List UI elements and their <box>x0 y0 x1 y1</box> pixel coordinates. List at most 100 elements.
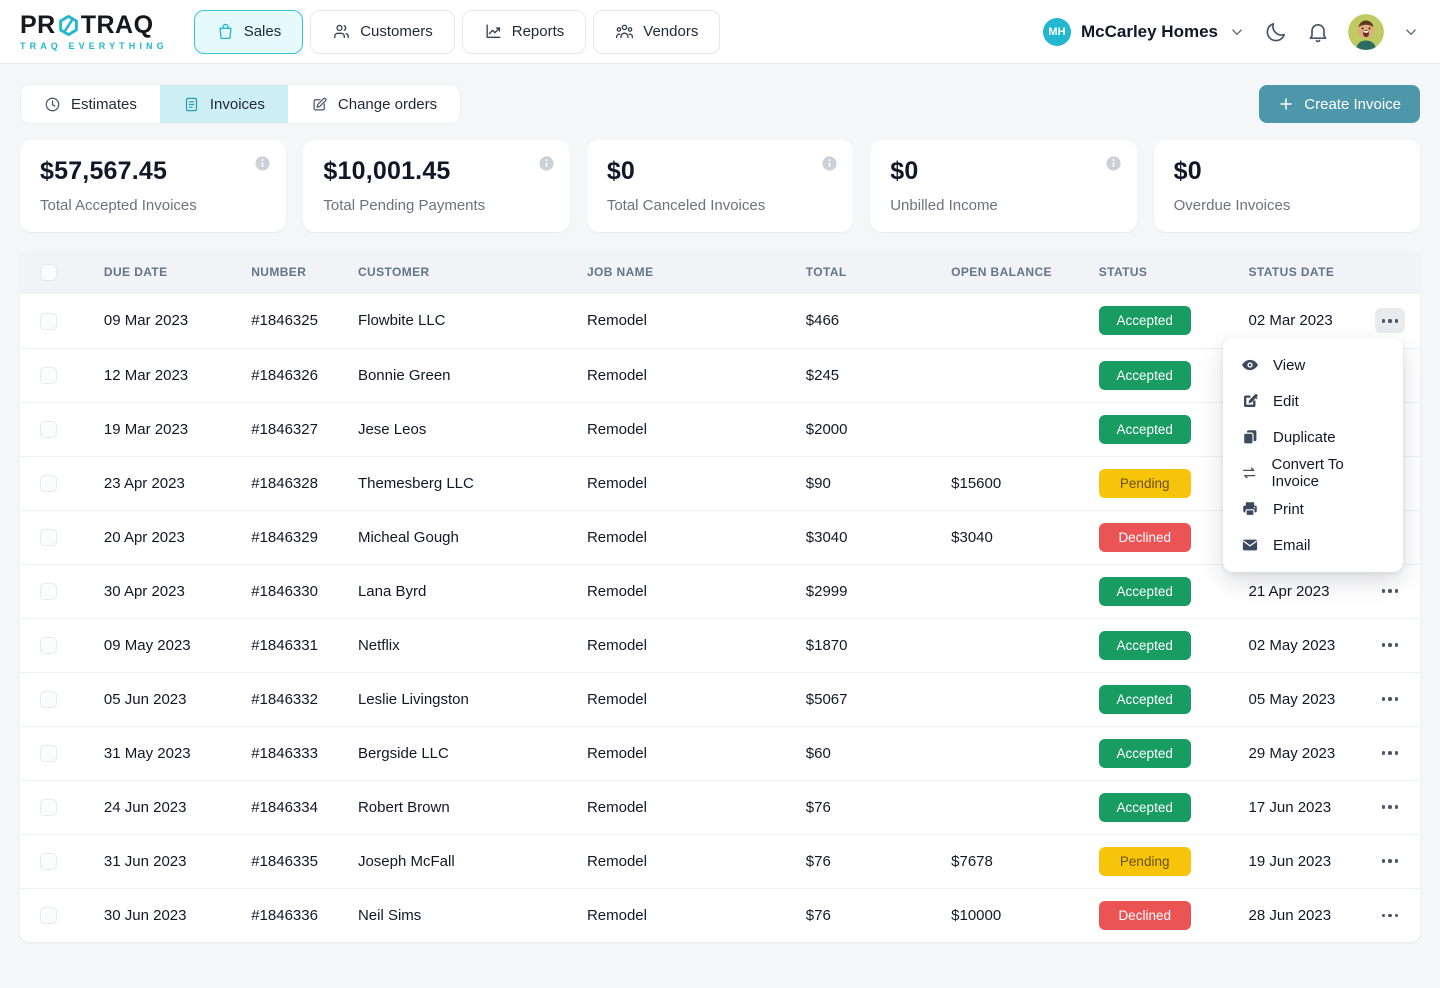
row-actions-button[interactable] <box>1375 903 1405 928</box>
primary-nav: Sales Customers Reports Vendors <box>193 9 721 54</box>
status-badge: Accepted <box>1098 630 1191 660</box>
row-total: $2999 <box>785 563 932 618</box>
account-name: McCarley Homes <box>1080 21 1218 41</box>
row-actions-button[interactable] <box>1374 308 1405 334</box>
table-row: 31 Jun 2023 #1846335 Joseph McFall Remod… <box>20 833 1420 888</box>
row-checkbox[interactable] <box>40 690 57 708</box>
row-checkbox[interactable] <box>40 798 57 816</box>
table-row: 09 Mar 2023 #1846325 Flowbite LLC Remode… <box>20 294 1420 348</box>
row-checkbox[interactable] <box>40 474 57 492</box>
row-checkbox[interactable] <box>40 420 57 438</box>
row-checkbox[interactable] <box>40 582 57 600</box>
row-number: #1846331 <box>231 617 338 672</box>
status-badge: Accepted <box>1098 576 1191 606</box>
row-checkbox[interactable] <box>40 312 57 330</box>
tab-estimates[interactable]: Estimates <box>21 85 160 123</box>
row-customer: Lana Byrd <box>337 563 567 618</box>
chevron-down-icon[interactable] <box>1402 23 1420 41</box>
nav-tab-label: Vendors <box>643 23 699 40</box>
row-checkbox[interactable] <box>40 636 57 654</box>
row-actions-button[interactable] <box>1375 849 1405 874</box>
info-icon[interactable] <box>1105 155 1122 172</box>
row-customer: Bonnie Green <box>337 347 567 402</box>
row-due-date: 23 Apr 2023 <box>83 455 232 510</box>
tab-label: Change orders <box>337 95 438 113</box>
status-badge: Accepted <box>1098 360 1191 390</box>
card-label: Total Pending Payments <box>323 197 486 214</box>
row-status-date: 21 Apr 2023 <box>1228 563 1375 618</box>
card-label: Overdue Invoices <box>1173 197 1291 214</box>
row-due-date: 09 Mar 2023 <box>103 312 189 330</box>
row-open-balance <box>931 779 1079 834</box>
row-number: #1846336 <box>231 887 338 942</box>
plus-icon <box>1278 96 1294 112</box>
menu-item-email[interactable]: Email <box>1223 527 1403 563</box>
menu-item-print[interactable]: Print <box>1223 491 1403 527</box>
row-checkbox[interactable] <box>40 528 57 546</box>
account-switcher[interactable]: MH McCarley Homes <box>1042 17 1246 46</box>
row-open-balance <box>931 401 1079 456</box>
row-actions-button[interactable] <box>1375 579 1405 604</box>
card-value: $0 <box>606 157 636 185</box>
create-invoice-label: Create Invoice <box>1304 95 1401 113</box>
row-checkbox[interactable] <box>40 366 57 384</box>
notifications-bell-icon[interactable] <box>1306 20 1330 44</box>
row-total: $5067 <box>785 671 932 726</box>
menu-item-edit[interactable]: Edit <box>1223 383 1403 419</box>
row-actions-button[interactable] <box>1375 795 1405 820</box>
row-actions-button[interactable] <box>1375 741 1405 766</box>
info-icon[interactable] <box>254 155 271 172</box>
menu-item-view[interactable]: View <box>1223 347 1403 383</box>
row-actions-button[interactable] <box>1375 633 1405 658</box>
tab-invoices[interactable]: Invoices <box>159 85 288 123</box>
row-total: $76 <box>785 779 932 834</box>
row-checkbox[interactable] <box>40 744 57 762</box>
users-group-icon <box>615 22 634 41</box>
row-job-name: Remodel <box>566 347 786 402</box>
row-customer: Themesberg LLC <box>337 455 567 510</box>
create-invoice-button[interactable]: Create Invoice <box>1259 85 1420 123</box>
row-due-date: 09 May 2023 <box>83 617 232 672</box>
row-due-date: 12 Mar 2023 <box>83 347 232 402</box>
nav-tab-customers[interactable]: Customers <box>310 9 455 54</box>
table-body: 09 Mar 2023 #1846325 Flowbite LLC Remode… <box>20 294 1420 942</box>
row-open-balance: $3040 <box>931 509 1079 564</box>
row-checkbox[interactable] <box>40 907 57 925</box>
row-actions-button[interactable] <box>1375 687 1405 712</box>
row-due-date: 05 Jun 2023 <box>83 671 232 726</box>
edit-square-icon <box>311 96 328 113</box>
row-due-date: 24 Jun 2023 <box>83 779 232 834</box>
users-icon <box>332 22 351 41</box>
nav-tab-label: Customers <box>360 23 433 40</box>
card-total-canceled-invoices: $0 Total Canceled Invoices <box>586 140 854 232</box>
menu-item-label: Email <box>1273 536 1311 554</box>
table-row: 19 Mar 2023 #1846327 Jese Leos Remodel $… <box>20 401 1420 456</box>
nav-tab-vendors[interactable]: Vendors <box>593 9 721 54</box>
row-total: $3040 <box>785 509 932 564</box>
tab-change-orders[interactable]: Change orders <box>288 85 460 123</box>
menu-item-convert-to-invoice[interactable]: Convert To Invoice <box>1223 455 1403 491</box>
menu-item-duplicate[interactable]: Duplicate <box>1223 419 1403 455</box>
user-avatar[interactable] <box>1348 13 1384 50</box>
eye-icon <box>1241 356 1259 374</box>
row-checkbox[interactable] <box>40 852 57 870</box>
row-due-date: 20 Apr 2023 <box>83 509 232 564</box>
table-row: 31 May 2023 #1846333 Bergside LLC Remode… <box>20 725 1420 780</box>
convert-arrows-icon <box>1241 464 1257 482</box>
info-icon[interactable] <box>538 155 555 172</box>
select-all-checkbox[interactable] <box>40 263 57 281</box>
nav-tab-sales[interactable]: Sales <box>193 9 304 54</box>
row-number: #1846332 <box>231 671 338 726</box>
dark-mode-toggle[interactable] <box>1264 20 1288 44</box>
table-header: DUE DATE NUMBER CUSTOMER JOB NAME TOTAL … <box>20 250 1420 294</box>
card-label: Unbilled Income <box>890 197 998 214</box>
tab-label: Estimates <box>71 95 137 113</box>
row-open-balance <box>931 563 1079 618</box>
nav-tab-reports[interactable]: Reports <box>461 9 587 54</box>
row-number: #1846335 <box>231 833 338 888</box>
row-number: #1846325 <box>251 312 318 330</box>
printer-icon <box>1241 500 1259 518</box>
row-status-date: 28 Jun 2023 <box>1228 887 1375 942</box>
row-context-menu: View Edit Duplicate Convert To Invoice P… <box>1223 338 1403 572</box>
info-icon[interactable] <box>821 155 838 172</box>
